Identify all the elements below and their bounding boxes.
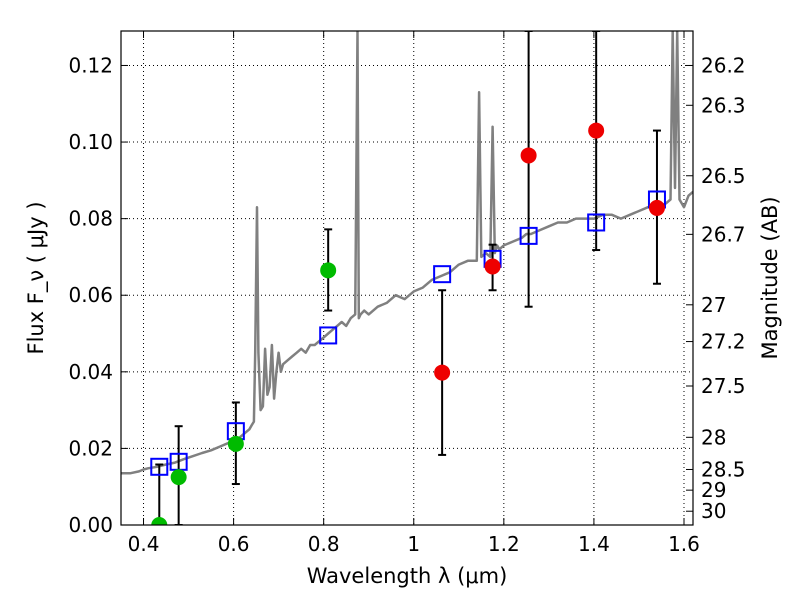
x-tick-label: 0.6 — [218, 532, 250, 556]
data-point — [227, 435, 244, 452]
data-layer — [121, 31, 693, 525]
y-tick-label: 0.04 — [68, 360, 113, 384]
model-point — [587, 213, 606, 232]
y-tick-label: 0.06 — [68, 283, 113, 307]
data-point — [151, 517, 168, 525]
y-axis-label-left: Flux F_ν ( μJy ) — [24, 201, 49, 354]
y-tick-label: 0.00 — [68, 513, 113, 537]
data-point — [520, 147, 537, 164]
magnitude-tick-label: 26.2 — [701, 53, 746, 77]
magnitude-tick-label: 28.5 — [701, 457, 746, 481]
data-point — [170, 469, 187, 486]
data-point — [648, 199, 665, 216]
magnitude-tick-label: 26.3 — [701, 93, 746, 117]
magnitude-tick-label: 28 — [701, 425, 726, 449]
model-point — [319, 326, 338, 345]
data-point — [320, 262, 337, 279]
y-axis-label-right: Magnitude (AB) — [758, 196, 782, 359]
magnitude-tick-label: 27 — [701, 293, 726, 317]
axes: 0.4 0.6 0.8 1 1.2 1.4 1.6 0.00 0.02 0.04 0.06 0.08 0… — [68, 30, 746, 556]
x-tick-label: 1 — [407, 532, 420, 556]
x-tick-label: 1.4 — [578, 532, 610, 556]
plot-background — [121, 31, 693, 525]
x-tick-label: 1.6 — [668, 532, 700, 556]
model-point — [150, 457, 169, 476]
plot-frame — [120, 30, 694, 526]
magnitude-tick-label: 26.5 — [701, 164, 746, 188]
data-point — [434, 364, 451, 381]
x-tick-label: 1.2 — [488, 532, 520, 556]
magnitude-tick-label: 27.2 — [701, 330, 746, 354]
axis-labels: Wavelength λ (μm) Flux F_ν ( μJy ) Magni… — [24, 196, 782, 588]
x-tick-label: 0.8 — [308, 532, 340, 556]
magnitude-tick-label: 29 — [701, 478, 726, 502]
magnitude-tick-label: 30 — [701, 499, 726, 523]
model-point — [433, 265, 452, 284]
sed-curve — [121, 31, 693, 475]
data-point — [588, 122, 605, 139]
y-tick-label: 0.10 — [68, 130, 113, 154]
y-tick-label: 0.08 — [68, 207, 113, 231]
magnitude-tick-label: 27.5 — [701, 374, 746, 398]
magnitude-tick-label: 26.7 — [701, 222, 746, 246]
x-axis-label: Wavelength λ (μm) — [307, 564, 508, 588]
y-tick-label: 0.02 — [68, 436, 113, 460]
x-tick-label: 0.4 — [128, 532, 160, 556]
model-point — [519, 226, 538, 245]
y-tick-label: 0.12 — [68, 53, 113, 77]
data-point — [484, 258, 501, 275]
